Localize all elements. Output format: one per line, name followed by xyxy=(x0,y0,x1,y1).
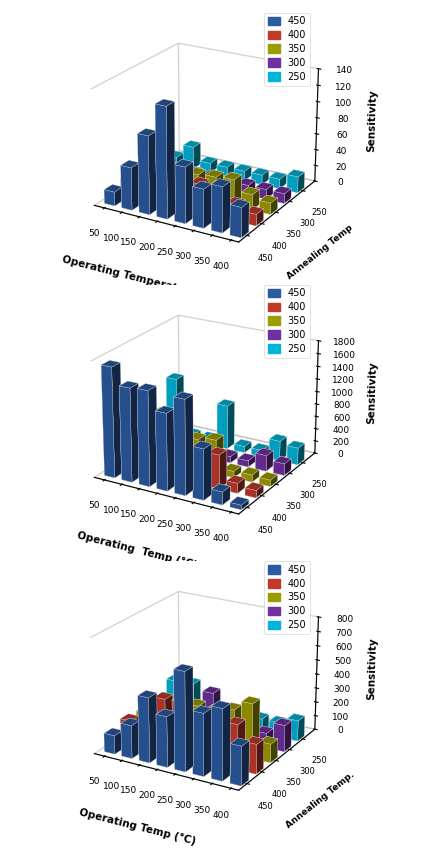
Legend: 450, 400, 350, 300, 250: 450, 400, 350, 300, 250 xyxy=(264,13,310,86)
X-axis label: Operating Temp (°C): Operating Temp (°C) xyxy=(78,807,197,847)
Legend: 450, 400, 350, 300, 250: 450, 400, 350, 300, 250 xyxy=(264,561,310,634)
Y-axis label: Annealing Temp.: Annealing Temp. xyxy=(284,770,356,830)
X-axis label: Operating  Temp (°C): Operating Temp (°C) xyxy=(76,530,198,570)
Legend: 450, 400, 350, 300, 250: 450, 400, 350, 300, 250 xyxy=(264,285,310,358)
X-axis label: Operating Temperature °C: Operating Temperature °C xyxy=(61,254,213,303)
Y-axis label: Annealing Temp: Annealing Temp xyxy=(285,224,354,281)
